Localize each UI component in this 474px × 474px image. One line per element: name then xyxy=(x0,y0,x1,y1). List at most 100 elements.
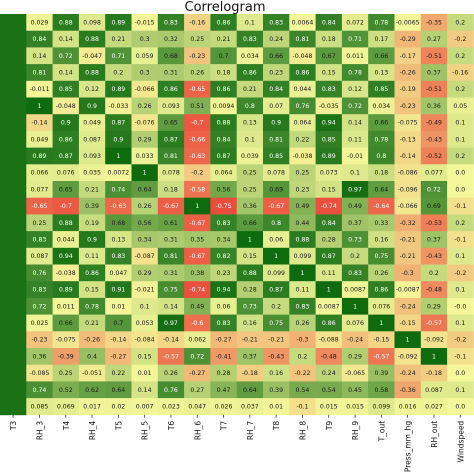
heatmap-cell xyxy=(78,214,106,232)
cell-value-label: 0.1 xyxy=(455,120,465,127)
heatmap-cell xyxy=(447,247,474,265)
cell-value-label: 0.21 xyxy=(111,36,125,43)
cell-value-label: 0.38 xyxy=(190,270,204,277)
heatmap-cell xyxy=(341,30,369,48)
heatmap-cell xyxy=(289,264,316,282)
cell-value-label: 0.89 xyxy=(111,19,125,26)
cell-value-label: 0.83 xyxy=(164,19,178,26)
heatmap-cell xyxy=(184,164,211,182)
cell-value-label: 0.2 xyxy=(298,353,308,360)
cell-value-label: -0.75 xyxy=(216,203,232,210)
heatmap-cell xyxy=(52,164,80,182)
cell-value-label: 1 xyxy=(274,253,278,260)
cell-value-label: -0.22 xyxy=(294,370,310,377)
cell-value-label: 0.81 xyxy=(33,69,47,76)
cell-value-label: 0.72 xyxy=(33,303,47,310)
x-tick-label: RH_3 xyxy=(35,421,44,441)
cell-value-label: 0.35 xyxy=(190,236,204,243)
cell-value-label: -0.084 xyxy=(135,337,155,344)
heatmap-cell xyxy=(394,147,422,165)
cell-value-label: 0.035 xyxy=(83,170,101,177)
x-tick-label: RH_9 xyxy=(351,421,360,441)
heatmap-cell xyxy=(52,80,80,98)
cell-value-label: 0.21 xyxy=(217,36,231,43)
heatmap-cell xyxy=(394,14,422,32)
heatmap-cell xyxy=(447,97,474,115)
cell-value-label: 0.098 xyxy=(83,19,101,26)
cell-value-label: 0.84 xyxy=(322,220,336,227)
cell-value-label: 0.56 xyxy=(217,186,231,193)
heatmap-cell xyxy=(394,264,422,282)
heatmap-cell xyxy=(157,47,185,65)
heatmap-cell xyxy=(368,348,395,366)
heatmap-cell xyxy=(289,214,316,232)
heatmap-cell xyxy=(341,114,369,132)
heatmap-cell xyxy=(52,281,80,299)
cell-value-label: -0.63 xyxy=(189,153,205,160)
heatmap-cell xyxy=(263,164,290,182)
cell-value-label: 0.86 xyxy=(217,86,231,93)
heatmap-cell xyxy=(289,14,316,32)
heatmap-cell xyxy=(0,231,27,249)
heatmap-cell xyxy=(105,297,132,315)
heatmap-cell xyxy=(210,14,238,32)
heatmap-cell xyxy=(420,214,448,232)
heatmap-cell xyxy=(210,314,238,332)
heatmap-cell xyxy=(131,348,159,366)
cell-value-label: 0.87 xyxy=(111,120,125,127)
heatmap-cell xyxy=(368,264,395,282)
cell-value-label: 0.015 xyxy=(346,403,364,410)
cell-value-label: 0.077 xyxy=(31,186,49,193)
heatmap-cell xyxy=(420,30,448,48)
cell-value-label: 0.75 xyxy=(269,320,283,327)
heatmap-cell xyxy=(26,14,53,32)
heatmap-cell xyxy=(236,381,264,399)
cell-value-label: 0.84 xyxy=(217,136,231,143)
cell-value-label: 0.29 xyxy=(427,303,441,310)
cell-value-label: 0.1 xyxy=(245,19,255,26)
cell-value-label: -0.29 xyxy=(400,36,416,43)
cell-value-label: 0.86 xyxy=(243,69,257,76)
cell-value-label: 0.73 xyxy=(243,303,257,310)
heatmap-cell xyxy=(26,30,53,48)
heatmap-cell xyxy=(420,247,448,265)
x-tick-label: T5 xyxy=(114,421,123,432)
cell-value-label: 0.72 xyxy=(59,53,73,60)
cell-value-label: 0.56 xyxy=(138,220,152,227)
cell-value-label: 1 xyxy=(195,203,199,210)
cell-value-label: -0.075 xyxy=(398,120,418,127)
cell-value-label: 0.87 xyxy=(164,136,178,143)
cell-value-label: 0.76 xyxy=(33,270,47,277)
heatmap-cell xyxy=(341,14,369,32)
cell-value-label: 0.89 xyxy=(322,153,336,160)
cell-value-label: 0.88 xyxy=(85,36,99,43)
cell-value-label: 0.25 xyxy=(243,170,257,177)
heatmap-cell xyxy=(0,164,27,182)
cell-value-label: 0.2 xyxy=(455,86,465,93)
x-tick-label: RH_4 xyxy=(88,421,97,441)
cell-value-label: 0.28 xyxy=(322,236,336,243)
heatmap-cell xyxy=(52,348,80,366)
heatmap-cell xyxy=(394,381,422,399)
x-tick-labels: T3 RH_3 T4 RH_4 T5 RH_5 T6 RH_6 T7 RH_7 T8 RH_8 T9 RH… xyxy=(9,414,465,472)
cell-value-label: 0.84 xyxy=(33,36,47,43)
heatmap-cell xyxy=(368,47,395,65)
heatmap-cell xyxy=(157,331,185,349)
cell-value-label: 0.076 xyxy=(57,170,75,177)
heatmap-cell xyxy=(341,80,369,98)
cell-value-label: 0.83 xyxy=(33,236,47,243)
heatmap-cell xyxy=(157,247,185,265)
heatmap-cell xyxy=(368,164,395,182)
cell-value-label: -0.088 xyxy=(319,337,339,344)
cell-value-label: -0.53 xyxy=(426,220,442,227)
heatmap-cell xyxy=(394,64,422,82)
heatmap-cell xyxy=(157,30,185,48)
cell-value-label: 1 xyxy=(248,236,252,243)
heatmap-cell xyxy=(420,264,448,282)
cell-value-label: 0.94 xyxy=(322,120,336,127)
cell-value-label: 0.81 xyxy=(164,153,178,160)
cell-value-label: -0.047 xyxy=(82,53,102,60)
heatmap-cell xyxy=(26,348,53,366)
cell-value-label: 0.2 xyxy=(455,153,465,160)
cell-value-label: -0.65 xyxy=(31,203,47,210)
